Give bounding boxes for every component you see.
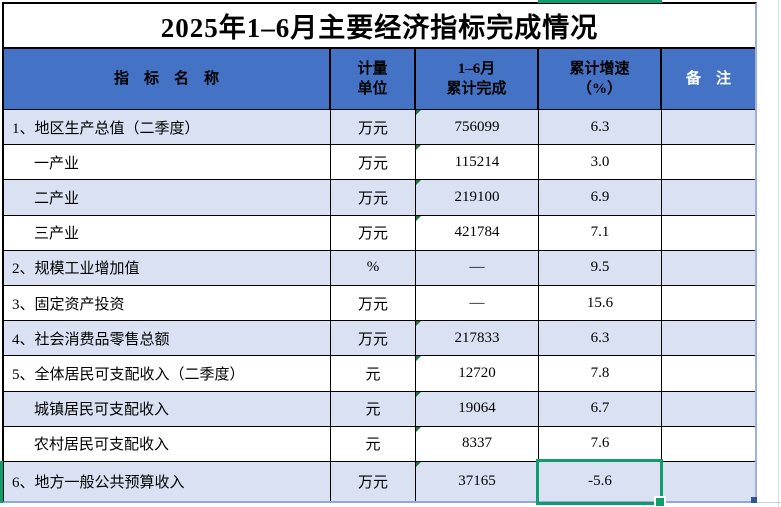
table-row: 1、地区生产总值（二季度） 万元 756099 6.3 [4,110,755,146]
cell-growth[interactable]: 7.6 [539,426,662,461]
cell-remark[interactable] [662,392,755,426]
table-row: 6、地方一般公共预算收入 万元 37165 -5.6 [4,461,755,501]
cell-unit[interactable]: 万元 [331,321,416,356]
selected-column-indicator [538,0,662,3]
cell-growth[interactable]: 6.7 [539,391,662,426]
table-row: 4、社会消费品零售总额 万元 217833 6.3 [4,321,755,357]
cell-remark[interactable] [662,251,755,285]
cell-growth[interactable]: -5.6 [539,461,662,501]
cell-remark[interactable] [662,462,755,501]
cell-unit[interactable]: 元 [331,426,416,461]
margin-gridline-horizontal [757,502,781,503]
cell-unit[interactable]: 万元 [331,145,416,180]
cell-unit[interactable]: 万元 [331,215,416,250]
header-remark[interactable]: 备 注 [685,70,731,87]
cell-unit[interactable]: % [331,250,416,285]
cell-value[interactable]: 756099 [416,110,539,145]
cell-growth[interactable]: 6.3 [539,321,662,356]
cell-remark[interactable] [662,110,755,144]
margin-gridline-vertical [778,0,779,507]
cell-growth[interactable]: 6.3 [539,110,662,145]
cell-indicator[interactable]: 二产业 [4,180,331,215]
cell-unit[interactable]: 元 [331,356,416,391]
cell-unit[interactable]: 万元 [331,110,416,145]
table-row: 农村居民可支配收入 元 8337 7.6 [4,426,755,462]
cell-value[interactable]: — [416,285,539,321]
cell-indicator[interactable]: 2、规模工业增加值 [4,250,331,285]
table-body: 1、地区生产总值（二季度） 万元 756099 6.3 一产业 万元 11521… [4,110,755,501]
selected-row-indicator [0,461,3,503]
page-title: 2025年1–6月主要经济指标完成情况 [160,13,599,43]
cell-growth[interactable]: 9.5 [539,250,662,285]
cell-remark[interactable] [662,286,755,320]
cell-unit[interactable]: 元 [331,391,416,426]
table-row: 二产业 万元 219100 6.9 [4,180,755,216]
cell-value[interactable]: 8337 [416,426,539,461]
cell-value[interactable]: 421784 [416,215,539,250]
header-cumulative-completed[interactable]: 1–6月 累计完成 [416,49,539,109]
cell-remark[interactable] [662,427,755,461]
table-row: 一产业 万元 115214 3.0 [4,145,755,181]
cell-growth[interactable]: 15.6 [539,285,662,321]
table-row: 5、全体居民可支配收入（二季度） 元 12720 7.8 [4,356,755,392]
cell-remark[interactable] [662,180,755,214]
cell-value[interactable]: 217833 [416,321,539,356]
cell-value[interactable]: 19064 [416,391,539,426]
table-row: 城镇居民可支配收入 元 19064 6.7 [4,391,755,427]
header-indicator-name[interactable]: 指 标 名 称 [4,49,331,109]
cell-indicator[interactable]: 三产业 [4,215,331,250]
cell-growth[interactable]: 6.9 [539,180,662,215]
table-title-cell[interactable]: 2025年1–6月主要经济指标完成情况 [4,4,755,49]
economic-indicators-table: 2025年1–6月主要经济指标完成情况 指 标 名 称 计量 单位 1–6月 累… [2,2,757,503]
cell-value[interactable]: — [416,250,539,285]
cell-growth[interactable]: 7.8 [539,356,662,391]
cell-indicator[interactable]: 城镇居民可支配收入 [4,391,331,426]
cell-unit[interactable]: 万元 [331,285,416,321]
cell-indicator[interactable]: 3、固定资产投资 [4,285,331,321]
cell-indicator[interactable]: 农村居民可支配收入 [4,426,331,461]
cell-remark[interactable] [662,321,755,355]
cell-value[interactable]: 37165 [416,461,539,501]
cell-unit[interactable]: 万元 [331,461,416,501]
cell-unit[interactable]: 万元 [331,180,416,215]
cell-growth[interactable]: 3.0 [539,145,662,180]
header-cumulative-growth[interactable]: 累计增速 （%） [539,49,662,109]
used-range-marker [751,497,757,503]
cell-value[interactable]: 219100 [416,180,539,215]
table-header-row: 指 标 名 称 计量 单位 1–6月 累计完成 累计增速 （%） 备 注 [4,49,755,110]
cell-growth[interactable]: 7.1 [539,215,662,250]
cell-remark[interactable] [662,145,755,179]
cell-indicator[interactable]: 5、全体居民可支配收入（二季度） [4,356,331,391]
cell-value[interactable]: 12720 [416,356,539,391]
cell-value[interactable]: 115214 [416,145,539,180]
table-row: 2、规模工业增加值 % — 9.5 [4,250,755,286]
cell-indicator[interactable]: 1、地区生产总值（二季度） [4,110,331,145]
cell-remark[interactable] [662,216,755,250]
cell-indicator[interactable]: 一产业 [4,145,331,180]
cell-indicator[interactable]: 4、社会消费品零售总额 [4,321,331,356]
table-row: 三产业 万元 421784 7.1 [4,215,755,251]
cell-remark[interactable] [662,356,755,390]
table-row: 3、固定资产投资 万元 — 15.6 [4,285,755,322]
cell-indicator[interactable]: 6、地方一般公共预算收入 [4,461,331,501]
header-unit[interactable]: 计量 单位 [331,49,416,109]
